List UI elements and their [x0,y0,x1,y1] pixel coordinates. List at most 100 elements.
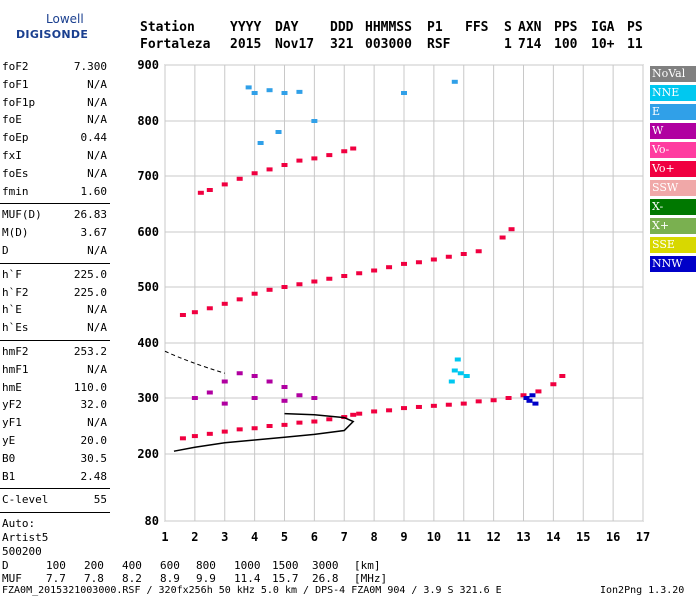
param-value: N/A [87,95,107,109]
param-separator-1 [0,203,110,205]
data-point [415,260,422,265]
data-point [266,88,273,93]
header-value-0: Fortaleza [140,37,211,52]
param-value: 1.60 [80,184,108,198]
param-g1-7: fmin 1.60 [2,185,107,201]
foot-muf-cell-3: 8.2 [122,572,142,585]
foot-muf-cell-9: [MHz] [354,572,388,585]
data-point [191,310,198,315]
header-label-7: S [504,20,512,35]
param-name: hmF2 [2,345,29,358]
auto-line3: 500200 [2,545,42,559]
data-point [281,91,288,95]
logo-line2: DIGISONDE [16,28,89,41]
param-name: foEp [2,131,29,145]
data-point [386,265,393,270]
data-point [550,382,557,387]
foot-muf-cell-1: 7.7 [46,572,66,585]
legend-item-vo: Vo- [650,142,696,158]
param-value: 20.0 [80,434,108,447]
x-tick-label: 3 [221,530,228,544]
x-tick-label: 13 [516,530,530,544]
header-label-0: Station [140,20,195,35]
header-value-8: 100 [554,37,578,52]
param-value: 2.48 [80,469,108,483]
param-name: yF1 [2,416,22,430]
data-point [475,249,482,254]
foot-d-cell-4: 600 [160,559,180,572]
param-name: hmF1 [2,362,29,376]
header-labels: Station YYYY DAY DDD HHMMSS P1 FFS S AXN PPS IGA PS [140,20,660,36]
data-point [430,403,437,408]
data-point [191,434,198,439]
header-value-5: RSF [427,37,451,52]
x-tick-label: 6 [311,530,318,544]
data-point [356,271,363,276]
header-value-10: 11 [627,37,643,52]
param-g2-0: MUF(D) 26.83 [2,208,107,224]
header-value-9: 10+ [591,37,615,52]
data-point [251,171,258,176]
param-value: N/A [87,149,107,162]
param-value: N/A [87,303,107,317]
y-tick-label: 800 [137,114,159,128]
data-point [532,401,539,406]
param-g1-6: foEs N/A [2,167,107,183]
foot-d-cell-5: 800 [196,559,216,572]
param-name: h`Es [2,321,29,335]
data-point [245,85,252,90]
param-g4-7: B1 2.48 [2,470,107,486]
param-value: 30.5 [80,451,108,465]
data-point [341,274,348,278]
foot-d-cell-0: D [2,559,9,572]
header-label-1: YYYY [230,20,262,35]
data-point [401,406,407,411]
legend-item-x: X+ [650,218,696,234]
param-g4-3: yF2 32.0 [2,398,107,414]
param-g3-3: h`Es N/A [2,321,107,337]
param-name: yE [2,434,16,447]
data-point [296,420,303,425]
data-point [401,91,407,95]
header-value-4: 003000 [365,37,412,52]
foot-muf-cell-8: 26.8 [312,572,339,585]
data-point [326,417,333,422]
param-g4-2: hmE 110.0 [2,381,107,397]
data-point [415,404,422,409]
data-point [350,146,357,151]
data-point [430,257,437,262]
data-point [251,426,258,431]
param-g1-1: foF1 N/A [2,78,107,94]
x-tick-label: 16 [606,530,620,544]
auto-line2: Artist5 [2,531,49,545]
param-g4-6: B0 30.5 [2,452,107,468]
param-g3-2: h`E N/A [2,303,107,319]
data-point [266,167,273,172]
param-name: fxI [2,149,22,162]
data-point [221,182,228,187]
y-tick-label: 200 [137,447,159,461]
data-point [311,156,318,161]
data-point [251,91,258,95]
param-value: 225.0 [73,285,107,299]
foot-d-cell-9: [km] [354,559,381,572]
legend-item-noval: NoVal [650,66,696,82]
data-point [236,297,243,302]
data-point [281,398,288,403]
footer-version: Ion2Png 1.3.20 [600,585,685,596]
param-g2-2: D N/A [2,244,107,260]
data-point [296,89,303,94]
foot-muf-cell-0: MUF [2,572,22,585]
data-point [296,158,303,163]
header-values: Fortaleza 2015 Nov17 321 003000 RSF 1 714 100 10+… [140,37,660,53]
param-value: 7.300 [73,60,107,73]
header-label-11: PS [627,20,643,35]
param-name: MUF(D) [2,208,42,222]
data-point [356,411,363,416]
footer-d-row: D 100 200 400 600 800 1000 1500 3000 [km] [2,559,692,573]
param-name: h`F [2,267,22,281]
y-tick-label: 600 [137,225,159,239]
param-value: 253.2 [73,345,107,358]
data-point [266,424,273,428]
x-tick-label: 11 [457,530,471,544]
